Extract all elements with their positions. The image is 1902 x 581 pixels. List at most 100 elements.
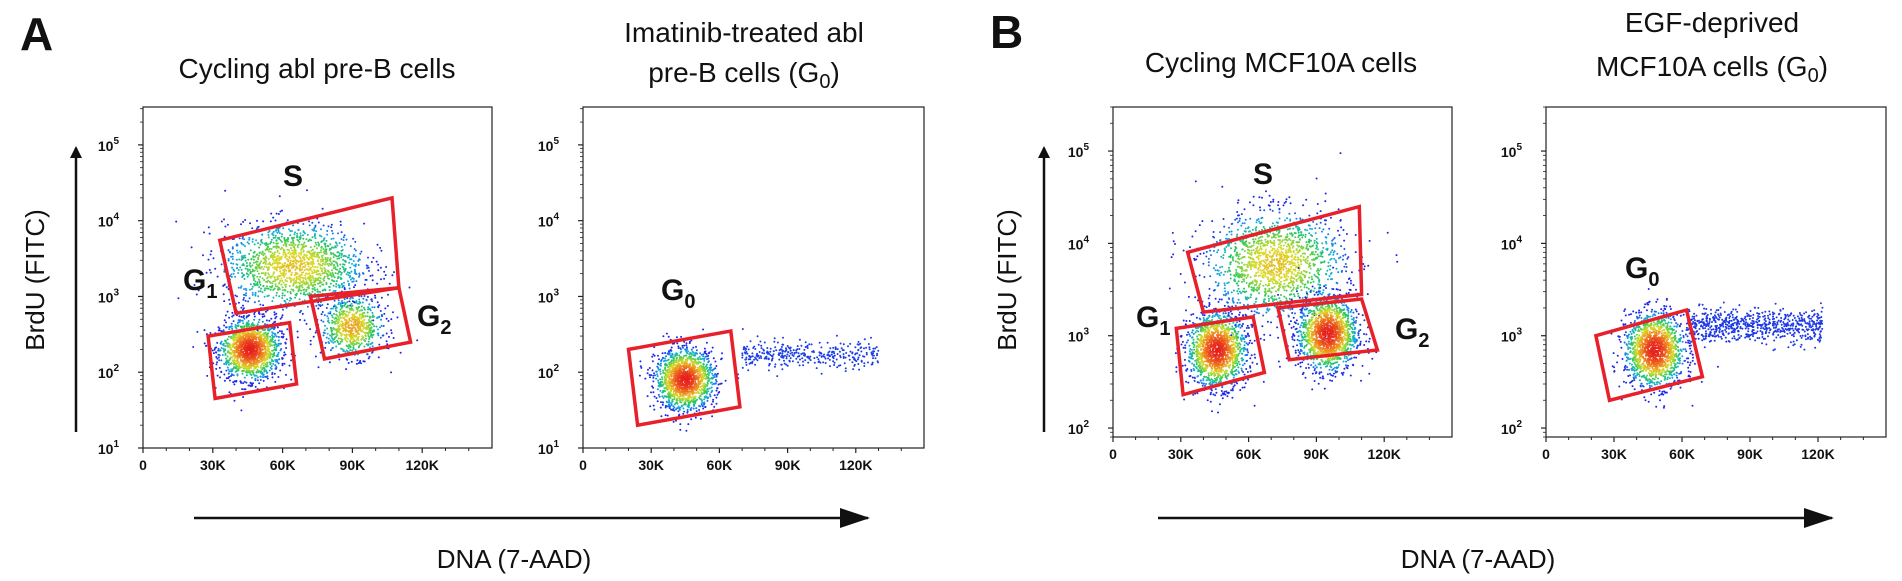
cell-event xyxy=(330,247,332,250)
cell-event xyxy=(243,238,246,241)
cell-event xyxy=(304,264,307,267)
cell-event xyxy=(338,319,341,321)
cell-event xyxy=(289,247,292,250)
cell-event xyxy=(291,249,293,252)
cell-event xyxy=(363,283,366,286)
x-tick-label: 90K xyxy=(775,457,801,473)
cell-event xyxy=(350,332,353,335)
x-axis-label-a: DNA (7-AAD) xyxy=(437,544,592,574)
cell-event xyxy=(267,272,270,275)
cell-event xyxy=(221,343,224,346)
cell-event xyxy=(219,349,222,352)
cell-event xyxy=(223,362,226,365)
cell-event xyxy=(233,359,236,362)
cell-event xyxy=(257,272,260,275)
cell-event xyxy=(296,267,299,270)
cell-event xyxy=(227,249,230,252)
cell-event xyxy=(288,249,290,252)
cell-event xyxy=(322,248,325,250)
cell-event xyxy=(348,334,351,337)
cell-event xyxy=(652,391,655,394)
cell-event xyxy=(240,326,243,329)
cell-event xyxy=(280,316,283,319)
cell-event xyxy=(347,256,350,259)
cell-event xyxy=(243,348,246,351)
cell-event xyxy=(320,251,322,254)
cell-event xyxy=(323,250,326,253)
cell-event xyxy=(311,221,314,224)
cell-event xyxy=(324,271,327,274)
cell-event xyxy=(283,262,286,265)
cell-event xyxy=(700,402,703,405)
cell-event xyxy=(362,272,365,275)
cell-event xyxy=(342,267,345,269)
cell-event xyxy=(339,267,342,270)
cell-event xyxy=(332,284,335,287)
scatter-points xyxy=(175,189,419,412)
plot-frame xyxy=(142,106,493,449)
cell-event xyxy=(273,253,276,256)
cell-event xyxy=(278,275,281,278)
y-tick-base: 10 xyxy=(98,289,114,305)
cell-event xyxy=(354,240,357,243)
cell-event xyxy=(326,244,329,247)
cell-event xyxy=(365,298,368,301)
cell-event xyxy=(355,273,358,276)
cell-event xyxy=(326,263,329,265)
cell-event xyxy=(273,346,276,349)
cell-event xyxy=(302,255,305,258)
cell-event xyxy=(255,267,258,270)
cell-event xyxy=(342,239,345,242)
cell-event xyxy=(680,404,683,407)
cell-event xyxy=(379,266,382,269)
cell-event xyxy=(252,373,255,376)
cell-event xyxy=(380,314,383,316)
cell-event xyxy=(351,280,354,283)
cell-event xyxy=(266,343,269,346)
x-tick-label: 120K xyxy=(405,457,438,473)
cell-event xyxy=(338,325,341,328)
cell-event xyxy=(242,293,245,296)
cell-event xyxy=(711,389,714,392)
cell-event xyxy=(272,241,275,244)
cell-event xyxy=(710,350,713,353)
cell-event xyxy=(289,264,292,267)
cell-event xyxy=(335,331,338,334)
cell-event xyxy=(331,271,334,274)
cell-event xyxy=(227,346,230,349)
cell-event xyxy=(301,312,304,315)
cell-event xyxy=(321,260,324,263)
cell-event xyxy=(247,384,250,387)
cell-event xyxy=(300,253,302,256)
cell-event xyxy=(277,331,279,334)
cell-event xyxy=(241,372,244,375)
cell-event xyxy=(255,338,258,341)
cell-event xyxy=(274,234,277,237)
cell-event xyxy=(272,259,275,262)
cell-event xyxy=(272,288,275,291)
cell-event xyxy=(240,315,243,318)
y-axis-label-b: BrdU (FITC) xyxy=(992,209,1022,351)
cell-event xyxy=(298,282,301,285)
cell-event xyxy=(350,360,353,363)
cell-event xyxy=(348,254,351,257)
cell-event xyxy=(240,348,243,351)
cell-event xyxy=(348,261,351,264)
cell-event xyxy=(279,317,282,320)
cell-event xyxy=(327,341,330,344)
cell-event xyxy=(276,249,279,252)
cell-event xyxy=(237,347,240,350)
cell-event xyxy=(675,402,677,404)
cell-event xyxy=(383,270,386,273)
cell-event xyxy=(256,348,259,351)
cell-event xyxy=(226,355,229,358)
cell-event xyxy=(226,223,229,226)
cell-event xyxy=(231,258,234,261)
cell-event xyxy=(283,362,286,365)
cell-event xyxy=(333,299,336,302)
cell-event xyxy=(228,298,231,301)
cell-event xyxy=(301,245,304,248)
cell-event xyxy=(287,265,290,268)
cell-event xyxy=(352,309,355,312)
cell-event xyxy=(260,359,263,362)
